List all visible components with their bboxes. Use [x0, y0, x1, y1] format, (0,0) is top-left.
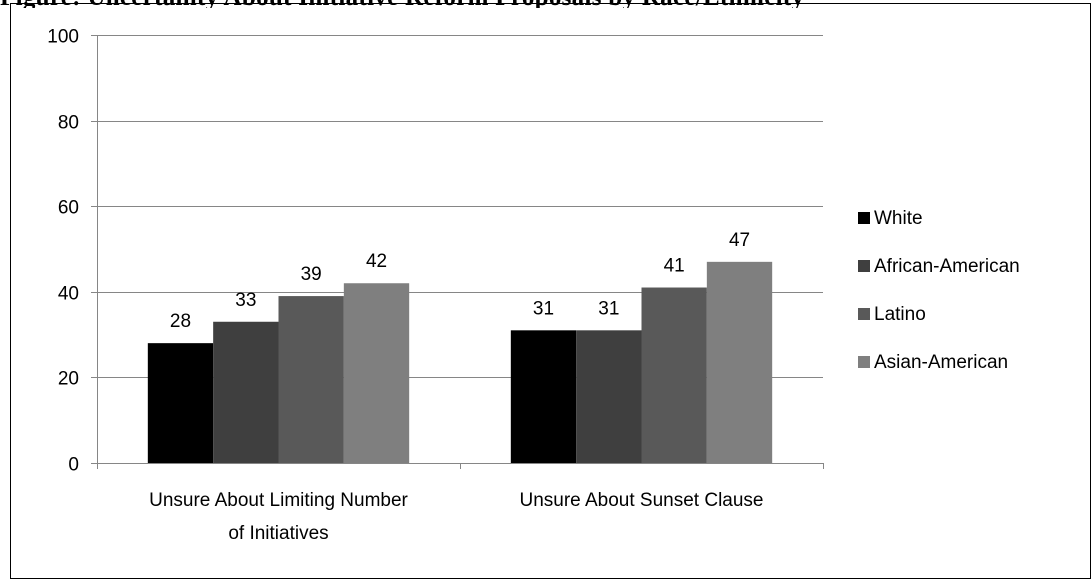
bar	[576, 330, 642, 463]
data-label: 47	[729, 230, 750, 251]
bar	[213, 321, 279, 463]
bars	[147, 261, 773, 463]
axes: 0 20 40 60 80 100 Unsure About Limiting Number…	[47, 27, 824, 544]
legend-label: White	[874, 208, 923, 229]
chart-frame	[10, 3, 1091, 579]
legend-swatch	[858, 212, 870, 224]
y-tick-label: 100	[47, 27, 79, 48]
data-label: 41	[664, 256, 685, 277]
legend-swatch	[858, 356, 870, 368]
category-label: Unsure About Limiting Number	[149, 490, 408, 511]
legend-label: African-American	[874, 256, 1020, 277]
bar	[278, 296, 344, 463]
y-tick-label: 60	[58, 198, 79, 219]
bar	[147, 343, 214, 463]
data-label: 39	[301, 264, 322, 285]
legend-swatch	[858, 308, 870, 320]
data-label: 28	[170, 311, 191, 332]
y-tick-label: 80	[58, 113, 79, 134]
y-tick-label: 20	[58, 369, 79, 390]
category-label: Unsure About Sunset Clause	[520, 490, 764, 511]
data-label: 42	[366, 251, 387, 272]
data-label: 33	[235, 290, 256, 311]
legend-label: Latino	[874, 304, 926, 325]
legend-swatch	[858, 260, 870, 272]
data-label: 31	[533, 298, 554, 319]
data-labels: 28 33 39 42 31 31 41 47	[170, 230, 750, 332]
y-tick-label: 0	[68, 455, 79, 476]
data-label: 31	[598, 298, 619, 319]
legend-label: Asian-American	[874, 352, 1008, 373]
bar	[706, 261, 773, 463]
y-tick-label: 40	[58, 284, 79, 305]
bar	[510, 330, 577, 463]
legend: White African-American Latino Asian-America…	[858, 208, 1020, 373]
bar	[641, 287, 707, 463]
category-label: of Initiatives	[228, 523, 328, 544]
bar	[343, 283, 410, 463]
